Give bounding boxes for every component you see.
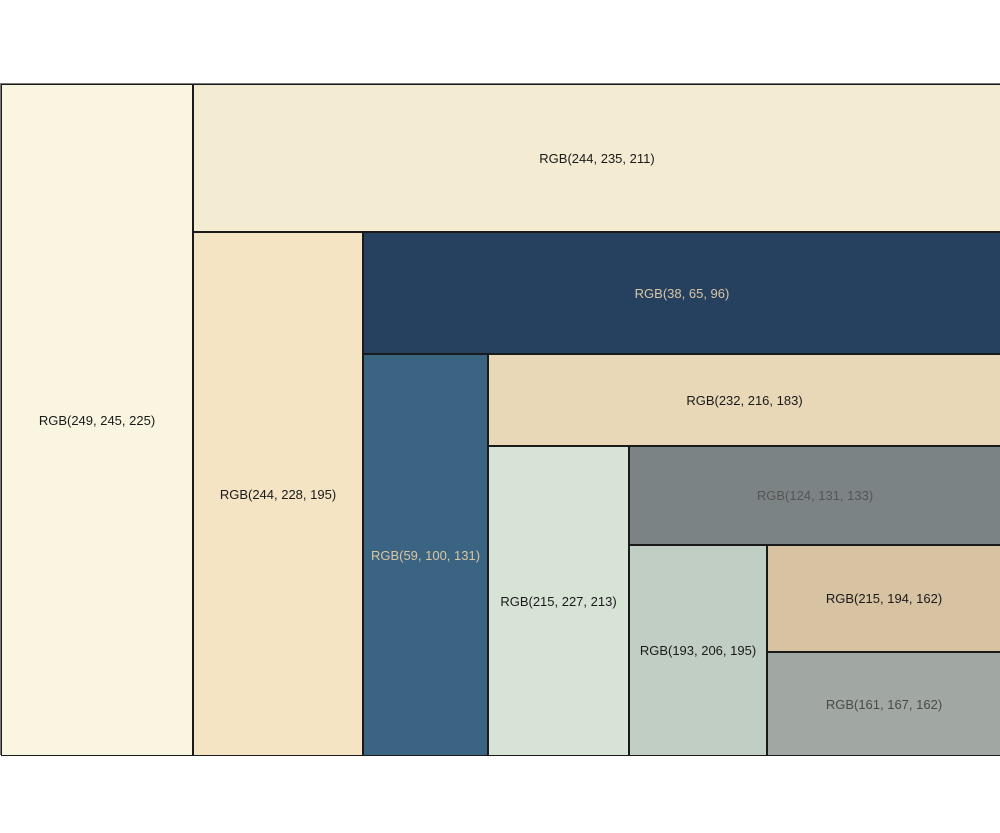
treemap-tile: RGB(232, 216, 183)	[488, 354, 1000, 446]
treemap-tile-label: RGB(124, 131, 133)	[756, 488, 874, 503]
treemap-tile: RGB(193, 206, 195)	[629, 545, 767, 756]
treemap-tile: RGB(161, 167, 162)	[767, 652, 1000, 756]
treemap-tile-label: RGB(244, 235, 211)	[539, 150, 655, 166]
treemap-tile-label: RGB(249, 245, 225)	[38, 412, 156, 428]
treemap-tile-label: RGB(161, 167, 162)	[825, 696, 943, 712]
treemap-tile-label: RGB(59, 100, 131)	[370, 547, 481, 563]
treemap-chart: RGB(249, 245, 225) RGB(244, 235, 211) RGB(…	[0, 83, 1000, 756]
treemap-tile-label: RGB(193, 206, 195)	[639, 643, 757, 658]
treemap-tile-label: RGB(215, 194, 162)	[825, 591, 943, 606]
treemap-tile: RGB(124, 131, 133)	[629, 446, 1000, 545]
treemap-tile-label: RGB(38, 65, 96)	[634, 285, 730, 301]
treemap-tile-label: RGB(232, 216, 183)	[686, 392, 803, 408]
treemap-tile: RGB(59, 100, 131)	[363, 354, 488, 756]
treemap-tile: RGB(215, 194, 162)	[767, 545, 1000, 652]
treemap-tile: RGB(244, 235, 211)	[193, 84, 1000, 232]
treemap-tile: RGB(215, 227, 213)	[488, 446, 629, 756]
treemap-tile: RGB(244, 228, 195)	[193, 232, 363, 756]
treemap-tile-label: RGB(244, 228, 195)	[219, 486, 337, 502]
treemap-tile: RGB(249, 245, 225)	[1, 84, 193, 756]
treemap-tile: RGB(38, 65, 96)	[363, 232, 1000, 354]
treemap-tile-label: RGB(215, 227, 213)	[500, 593, 617, 609]
